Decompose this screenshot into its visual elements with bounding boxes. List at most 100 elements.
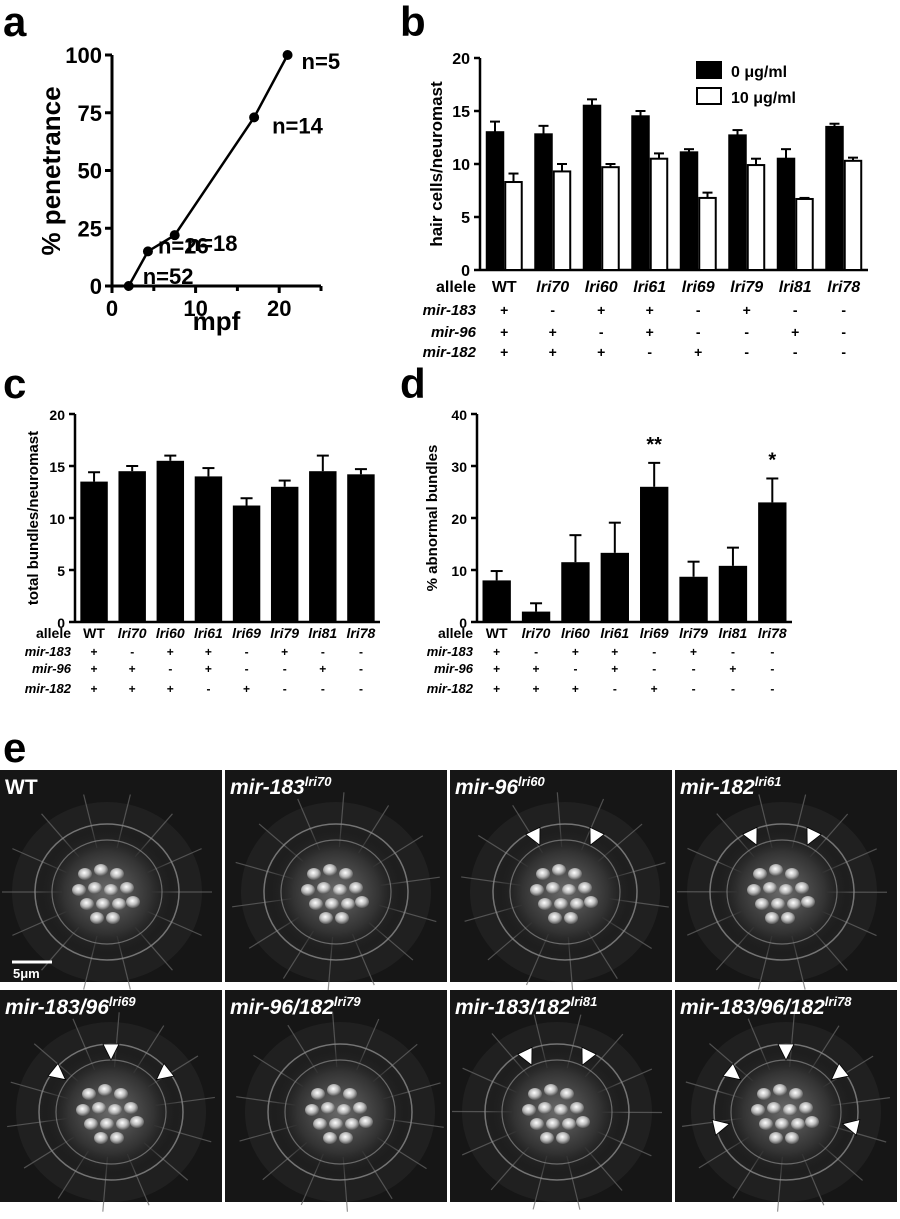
- hair-bundle: [763, 882, 777, 894]
- hair-bundle: [540, 1132, 554, 1144]
- genotype-row-label: mir-96: [431, 324, 477, 341]
- support-cell-ring: [51, 839, 163, 945]
- hair-bundle: [319, 912, 333, 924]
- hair-bundle: [747, 884, 761, 896]
- y-tick-label: 10: [49, 511, 65, 527]
- x-tick-label: 0: [106, 296, 118, 321]
- hair-bundle: [333, 884, 347, 896]
- genotype-symbol: -: [770, 662, 774, 676]
- genotype-symbol: -: [744, 324, 749, 340]
- hair-bundle: [789, 1088, 803, 1100]
- genotype-symbol: +: [611, 662, 618, 676]
- y-tick-label: 20: [452, 51, 470, 68]
- hair-bundle: [88, 882, 102, 894]
- hair-bundle: [110, 868, 124, 880]
- y-axis-label: hair cells/neuromast: [427, 81, 446, 247]
- genotype-name: mir-183/96/182: [680, 996, 825, 1019]
- y-tick-label: 20: [49, 407, 65, 423]
- hair-bundle: [120, 882, 134, 894]
- genotype-row-label: mir-183: [25, 644, 72, 659]
- y-tick-label: 0: [57, 615, 65, 631]
- hair-bundle: [104, 884, 118, 896]
- hair-bundle: [548, 912, 562, 924]
- category-label: lri69: [682, 279, 715, 296]
- hair-bundle: [773, 1084, 787, 1096]
- allele-header: allele: [36, 625, 71, 641]
- hair-bundle: [787, 898, 801, 910]
- genotype-symbol: -: [168, 662, 172, 676]
- hair-bundle: [98, 1084, 112, 1096]
- genotype-symbol: +: [690, 645, 697, 659]
- hair-bundle: [108, 1104, 122, 1116]
- genotype-symbol: +: [694, 344, 702, 360]
- hair-bundle: [576, 1116, 590, 1128]
- micrograph-tile: mir-183/182lri81: [450, 990, 672, 1210]
- genotype-symbol: +: [533, 682, 540, 696]
- genotype-symbol: +: [500, 344, 508, 360]
- chart-hair-cells-bar: 0 5 10 15 20 hair cells/neuromast WT + + + lri70 - +…: [423, 51, 868, 361]
- bar: [758, 502, 787, 622]
- hair-bundle: [562, 884, 576, 896]
- bar-10ug: [698, 196, 717, 271]
- y-tick-label: 15: [452, 104, 470, 121]
- genotype-symbol: -: [359, 645, 363, 659]
- genotype-symbol: -: [692, 662, 696, 676]
- category-label: lri69: [232, 625, 261, 641]
- y-tick-label: 5: [461, 210, 470, 227]
- hair-bundle: [305, 1104, 319, 1116]
- hair-bundle: [311, 1088, 325, 1100]
- bar: [640, 486, 669, 622]
- arrowhead-marker: [589, 826, 606, 846]
- hair-bundle: [309, 898, 323, 910]
- micrograph-tile: mir-183lri70: [225, 770, 447, 992]
- x-axis-label: mpf: [193, 306, 241, 336]
- genotype-symbol: -: [321, 682, 325, 696]
- genotype-symbol: -: [652, 645, 656, 659]
- genotype-symbol: +: [549, 344, 557, 360]
- hair-bundle: [536, 868, 550, 880]
- hair-bundle: [323, 1132, 337, 1144]
- genotype-symbol: +: [597, 302, 605, 318]
- bar-10ug: [795, 197, 814, 271]
- genotype-symbol: -: [841, 302, 846, 318]
- hair-bundle: [546, 1118, 560, 1130]
- arrowhead-marker: [841, 1119, 861, 1136]
- hair-bundle: [759, 1118, 773, 1130]
- genotype-symbol: +: [549, 324, 557, 340]
- y-tick-label: 10: [452, 157, 470, 174]
- micrograph-grid: WT 5μm mir-183lri70 mir-96lri60 mir-182lri61…: [0, 770, 897, 1212]
- genotype-symbol: +: [319, 662, 326, 676]
- genotype-symbol: +: [91, 645, 98, 659]
- category-label: lri60: [585, 279, 618, 296]
- arrowhead-marker: [516, 1046, 533, 1066]
- hair-bundle: [767, 1102, 781, 1114]
- allele-superscript: lri78: [825, 994, 853, 1009]
- genotype-label: mir-96lri60: [455, 774, 546, 799]
- genotype-symbol: -: [652, 662, 656, 676]
- hair-bundle: [339, 1132, 353, 1144]
- legend-swatch: [696, 61, 722, 79]
- y-tick-label: 50: [78, 159, 102, 184]
- y-tick-label: 5: [57, 563, 65, 579]
- support-cell-ring: [284, 1059, 396, 1165]
- hair-bundle: [544, 1084, 558, 1096]
- category-label: lri61: [194, 625, 223, 641]
- bar: [600, 552, 629, 622]
- genotype-symbol: +: [205, 662, 212, 676]
- category-label: WT: [492, 279, 517, 296]
- hair-bundle: [76, 1104, 90, 1116]
- hair-bundle: [560, 1088, 574, 1100]
- legend-label: 10 μg/ml: [731, 90, 796, 107]
- hair-bundle: [317, 882, 331, 894]
- hair-bundle: [94, 864, 108, 876]
- genotype-row-label: mir-182: [427, 681, 474, 696]
- hair-bundle: [530, 1118, 544, 1130]
- genotype-symbol: -: [245, 645, 249, 659]
- y-axis-label: % penetrance: [36, 86, 66, 255]
- genotype-label: mir-183lri70: [230, 774, 332, 799]
- allele-superscript: lri61: [755, 774, 782, 789]
- n-annotation: n=5: [302, 49, 341, 74]
- bar-10ug: [649, 157, 669, 271]
- hair-bundle: [313, 1118, 327, 1130]
- category-label: lri79: [730, 279, 763, 296]
